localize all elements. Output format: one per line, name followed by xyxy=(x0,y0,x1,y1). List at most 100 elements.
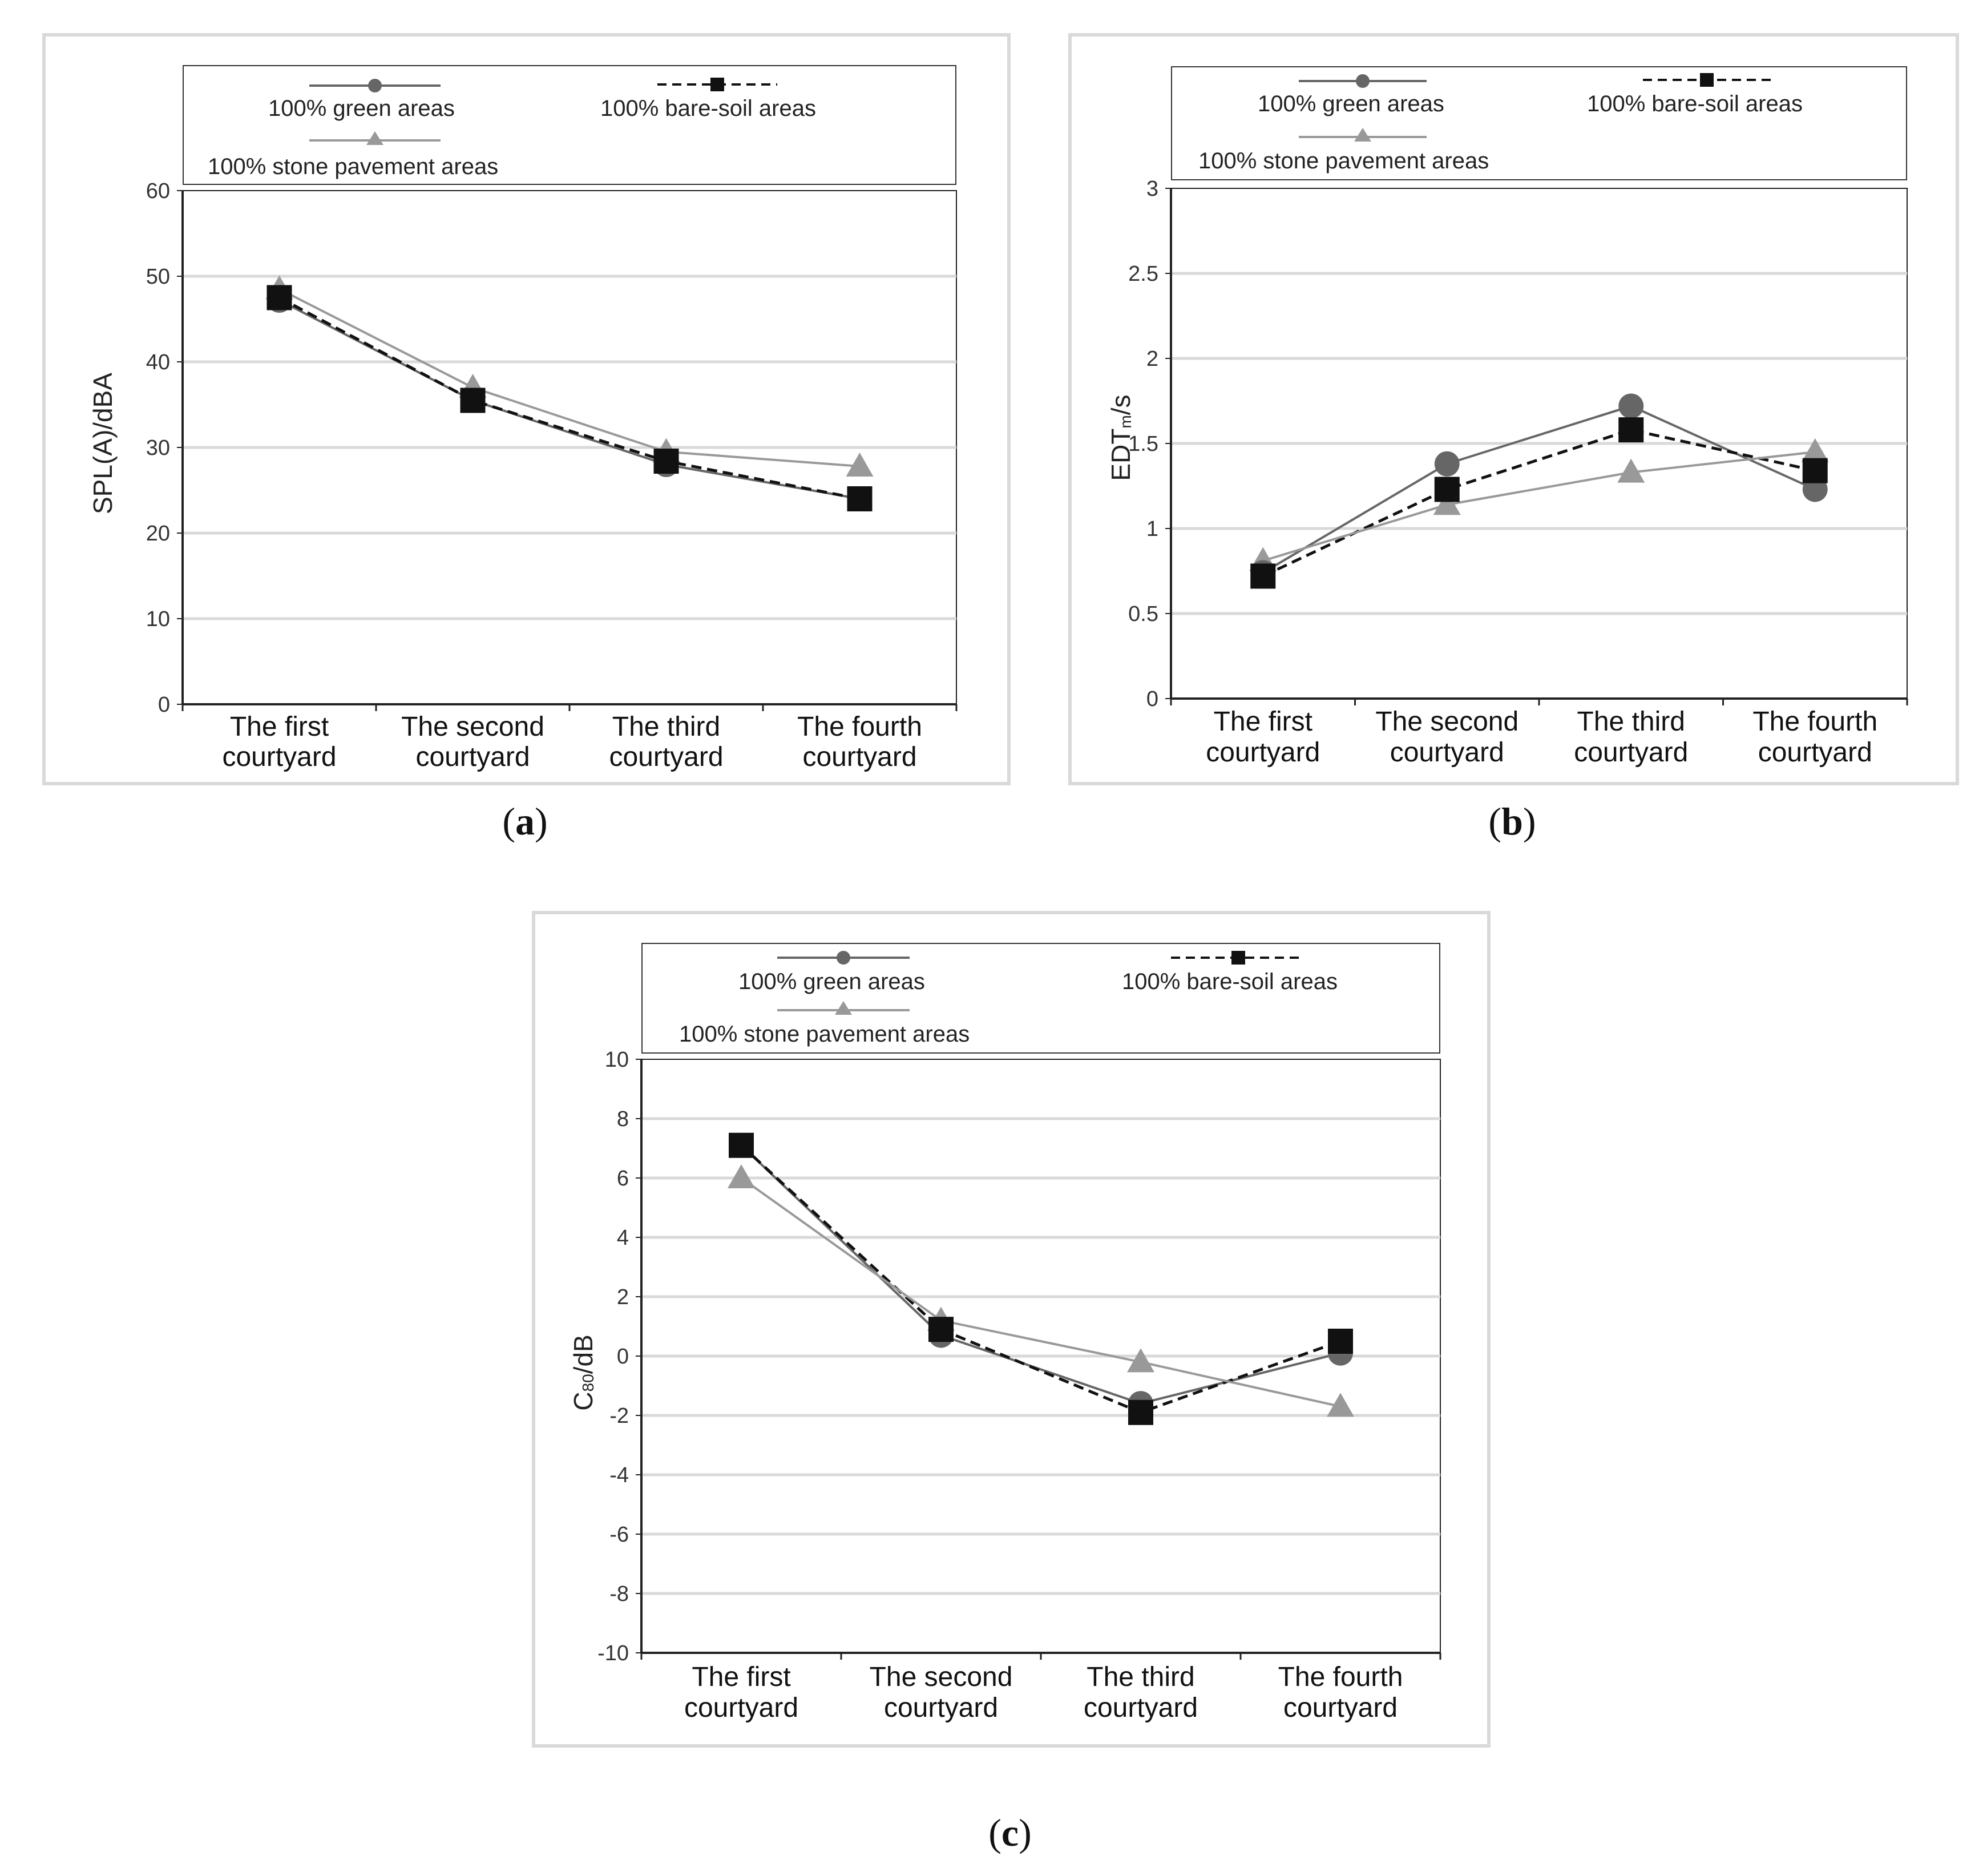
point-b-stone-3 xyxy=(1801,438,1829,462)
series-line-b-green xyxy=(1262,405,1816,574)
legend-c: 100% green areas 100% bare-soil areas 10… xyxy=(641,943,1440,1054)
point-c-bare_soil-0 xyxy=(729,1132,754,1158)
point-b-bare_soil-3 xyxy=(1802,458,1828,483)
x-tick-label-c-1-line1: The second xyxy=(870,1662,1013,1692)
caption-a: (a) xyxy=(502,800,548,843)
x-tick-label-a-2-line2: courtyard xyxy=(609,742,723,772)
x-tick-label-a-2-line1: The third xyxy=(612,712,720,742)
x-tick-label-b-2-line1: The third xyxy=(1577,707,1685,737)
y-tick-label-c-2: -6 xyxy=(609,1523,629,1547)
legend-a-green-marker xyxy=(368,79,382,92)
y-tick-label-c-8: 6 xyxy=(617,1167,629,1191)
legend-b-symbols xyxy=(1299,73,1771,142)
caption-c-letter: c xyxy=(1001,1811,1019,1854)
legend-a: 100% green areas 100% bare-soil areas 10… xyxy=(183,65,956,185)
legend-b-green-label: 100% green areas xyxy=(1258,91,1444,116)
legend-a-stone-marker xyxy=(366,131,383,145)
series-line-c-stone xyxy=(740,1177,1341,1408)
x-tick-label-b-3-line1: The fourth xyxy=(1752,707,1877,737)
y-tick-label-b-5: 2.5 xyxy=(1128,262,1158,286)
x-tick-label-a-1-line2: courtyard xyxy=(415,742,530,772)
chart-panel-c: 100% green areas 100% bare-soil areas 10… xyxy=(532,911,1491,1748)
chart-panel-a: 100% green areas 100% bare-soil areas 10… xyxy=(42,33,1011,785)
x-tick-label-c-1-line2: courtyard xyxy=(884,1693,998,1723)
point-c-bare_soil-2 xyxy=(1128,1399,1153,1425)
axis-title-b-sub: m xyxy=(1117,415,1134,429)
caption-b-letter: b xyxy=(1501,800,1523,843)
axis-title-c: C80/dB xyxy=(568,1321,599,1424)
y-tick-label-b-2: 1 xyxy=(1146,517,1158,541)
series-line-c-green xyxy=(740,1144,1341,1405)
legend-a-symbols xyxy=(309,78,777,145)
x-tick-label-b-3-line2: courtyard xyxy=(1758,737,1872,768)
legend-b-stone-label: 100% stone pavement areas xyxy=(1198,148,1489,174)
y-tick-label-b-6: 3 xyxy=(1146,177,1158,201)
y-tick-label-c-4: -2 xyxy=(609,1404,629,1428)
caption-c: (c) xyxy=(988,1811,1032,1854)
caption-a-letter: a xyxy=(515,800,535,843)
point-b-green-1 xyxy=(1434,451,1460,477)
y-tick-label-c-10: 10 xyxy=(605,1048,629,1072)
point-a-stone-3 xyxy=(846,453,874,477)
legend-b-bare-soil-marker xyxy=(1700,73,1714,87)
point-c-stone-3 xyxy=(1327,1393,1354,1417)
series-line-b-stone xyxy=(1262,450,1815,562)
legend-c-stone-label: 100% stone pavement areas xyxy=(679,1022,970,1047)
series-line-c-bare_soil xyxy=(740,1144,1341,1414)
y-tick-label-b-0: 0 xyxy=(1146,687,1158,711)
y-tick-label-a-0: 0 xyxy=(158,693,170,717)
point-c-bare_soil-1 xyxy=(928,1317,954,1342)
x-tick-label-b-0-line1: The first xyxy=(1214,707,1312,737)
point-c-bare_soil-3 xyxy=(1328,1329,1353,1354)
y-tick-label-c-1: -8 xyxy=(609,1582,629,1606)
y-tick-label-a-6: 60 xyxy=(146,179,170,203)
x-tick-label-a-0-line2: courtyard xyxy=(222,742,336,772)
point-a-bare_soil-1 xyxy=(460,388,486,413)
x-tick-label-a-3-line2: courtyard xyxy=(802,742,916,772)
x-tick-label-a-0-line1: The first xyxy=(230,712,329,742)
legend-c-green-label: 100% green areas xyxy=(738,969,925,994)
x-tick-label-b-1-line2: courtyard xyxy=(1390,737,1504,768)
axis-title-b: EDTm/s xyxy=(1105,381,1136,495)
x-tick-label-c-2-line2: courtyard xyxy=(1084,1693,1198,1723)
legend-a-bare-soil-marker xyxy=(710,78,724,91)
y-tick-label-b-3: 1.5 xyxy=(1128,432,1158,456)
point-c-stone-0 xyxy=(728,1164,755,1188)
series-line-a-green xyxy=(278,299,860,500)
point-b-bare_soil-2 xyxy=(1618,417,1644,443)
x-tick-label-a-3-line1: The fourth xyxy=(797,712,922,742)
axis-title-c-unit: /dB xyxy=(568,1334,598,1374)
y-tick-label-c-3: -4 xyxy=(609,1463,629,1487)
point-a-bare_soil-2 xyxy=(653,449,679,474)
point-b-green-2 xyxy=(1618,393,1644,419)
axis-title-b-main: EDT xyxy=(1106,428,1136,481)
chart-panel-b: 100% green areas 100% bare-soil areas 10… xyxy=(1068,33,1959,785)
legend-a-bare-soil-label: 100% bare-soil areas xyxy=(600,96,816,121)
legend-a-stone-label: 100% stone pavement areas xyxy=(208,154,499,179)
y-tick-label-b-1: 0.5 xyxy=(1128,602,1158,626)
y-tick-label-c-7: 4 xyxy=(617,1226,629,1250)
legend-b-bare-soil-label: 100% bare-soil areas xyxy=(1587,91,1803,116)
legend-c-green-marker xyxy=(837,951,850,965)
axis-title-b-unit: /s xyxy=(1106,394,1136,415)
legend-c-stone-marker xyxy=(835,1001,852,1015)
x-tick-label-b-1-line1: The second xyxy=(1375,707,1518,737)
y-tick-label-c-0: -10 xyxy=(597,1641,629,1665)
y-tick-label-a-3: 30 xyxy=(146,436,170,460)
x-tick-label-c-2-line1: The third xyxy=(1087,1662,1194,1692)
x-tick-label-c-3-line2: courtyard xyxy=(1283,1693,1398,1723)
y-tick-label-c-6: 2 xyxy=(617,1285,629,1309)
series-line-a-bare_soil xyxy=(278,296,860,501)
legend-c-symbols xyxy=(777,951,1299,1015)
x-tick-label-c-0-line1: The first xyxy=(692,1662,790,1692)
y-tick-label-c-9: 8 xyxy=(617,1107,629,1131)
axis-title-c-sub: 80 xyxy=(579,1374,597,1392)
point-b-stone-1 xyxy=(1433,491,1461,515)
y-tick-label-a-5: 50 xyxy=(146,265,170,289)
x-tick-label-a-1-line1: The second xyxy=(401,712,544,742)
legend-b-green-marker xyxy=(1356,74,1370,88)
legend-c-bare-soil-label: 100% bare-soil areas xyxy=(1122,969,1338,994)
